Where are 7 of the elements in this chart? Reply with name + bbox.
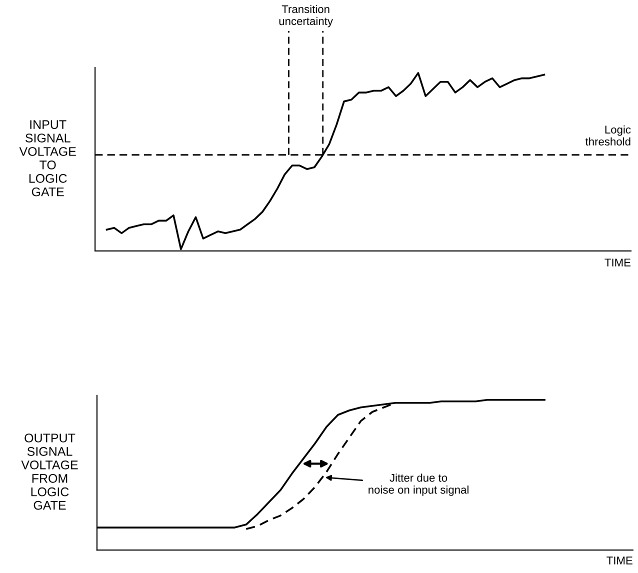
x-axis-title: TIME [604,258,631,266]
y-axis-title: OUTPUT SIGNAL VOLTAGE FROM LOGIC GATE [21,434,78,510]
x-axis-title: TIME [606,556,632,564]
annotation: Jitter due to noise on input signal [368,474,468,496]
ref-line-label: Logic threshold [585,125,631,146]
text: Transition uncertainty [279,4,333,28]
y-axis-title: INPUT SIGNAL VOLTAGE TO LOGIC GATE [19,120,76,196]
